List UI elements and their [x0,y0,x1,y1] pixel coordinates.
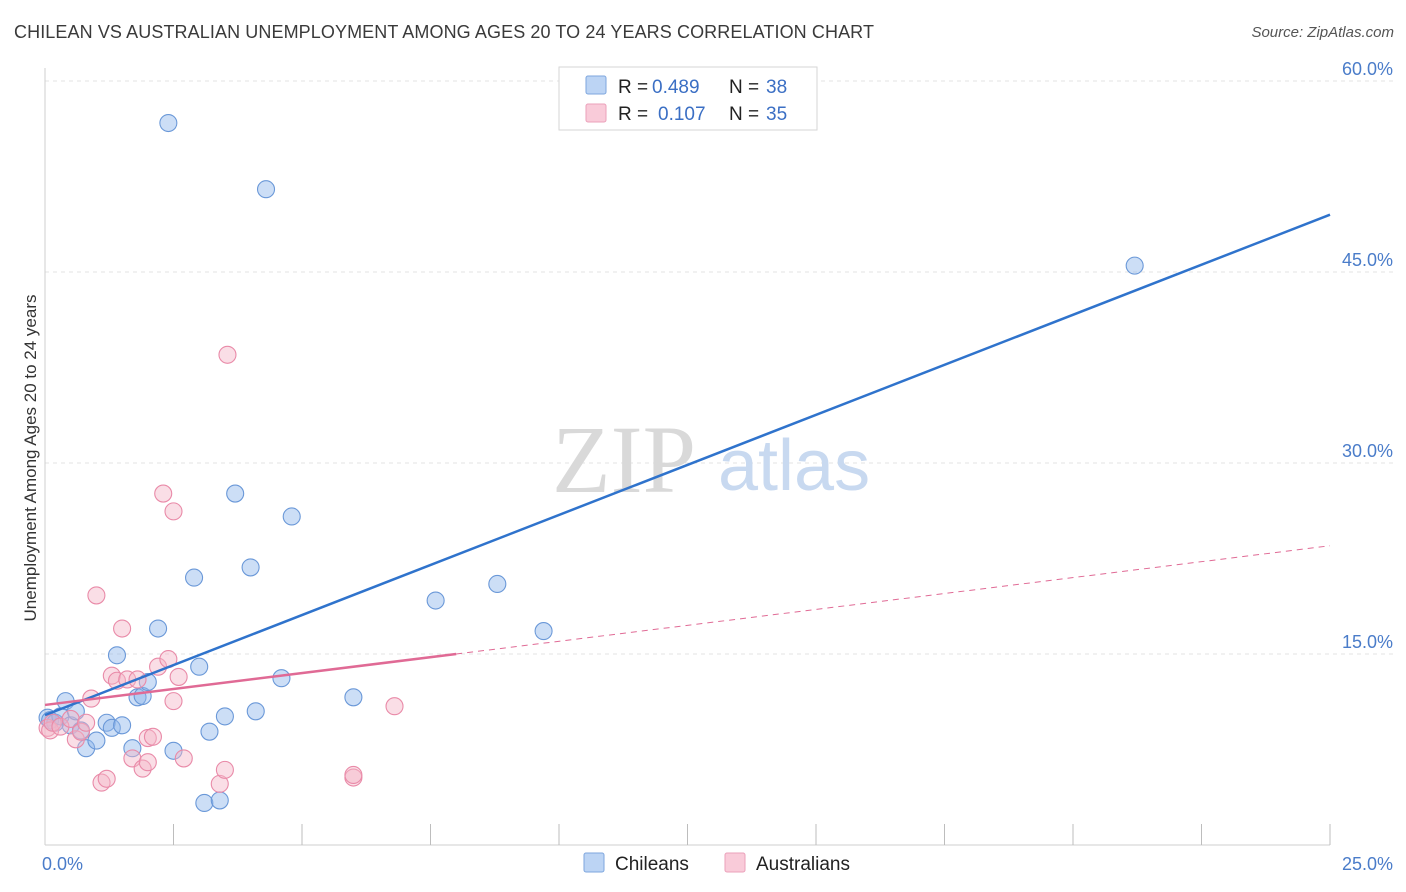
chilean-point-30 [256,180,276,199]
source-label: Source: ZipAtlas.com [1251,24,1394,41]
chilean-point-29 [246,702,265,721]
legend-swatch-chileans [585,75,607,95]
australian-point-0 [38,718,57,737]
y-tick-label-0: 15.0% [1342,632,1393,652]
y-tick-label-1: 30.0% [1342,441,1393,461]
chilean-point-22 [195,793,214,813]
legend-r-label-1: R = [618,77,648,98]
chilean-point-18 [149,619,168,638]
chilean-point-26 [215,707,234,726]
chilean-point-33 [344,688,363,707]
x-tick-label-0: 0.0% [42,854,83,874]
series-legend-swatch-australians [724,852,746,873]
legend-swatch-australians [585,103,607,123]
australian-point-9 [87,586,106,605]
chilean-point-20 [164,741,183,760]
chilean-point-23 [190,657,209,676]
legend-n-value-2: 35 [766,104,787,125]
australian-point-6 [71,722,91,741]
legend-r-label-2: R = [618,104,648,125]
chilean-point-21 [185,568,204,587]
chilean-point-28 [241,558,260,577]
chilean-point-36 [534,622,553,641]
chilean-point-12 [113,716,132,735]
chilean-trend-line [44,213,1331,717]
chilean-point-11 [102,718,121,737]
australian-point-7 [77,713,96,732]
watermark-atlas: atlas [718,426,870,506]
australian-point-27 [169,667,188,686]
chilean-point-8 [77,739,96,758]
data-points [38,113,1144,813]
australian-point-34 [385,697,404,716]
australian-trend-extension [456,545,1331,655]
australian-point-25 [164,502,183,521]
australian-point-23 [154,484,173,503]
chilean-point-27 [226,484,245,503]
chilean-point-10 [97,713,116,732]
chilean-point-37 [1125,256,1144,275]
australian-point-14 [113,619,132,638]
legend-n-label-2: N = [729,104,759,125]
legend-n-value-1: 38 [766,77,787,98]
chilean-point-34 [426,591,445,610]
y-axis-label: Unemployment Among Ages 20 to 24 years [21,295,40,622]
australian-point-33 [344,765,363,785]
australian-point-21 [143,727,162,746]
chilean-point-31 [272,669,291,688]
series-legend-swatch-chileans [583,852,605,873]
legend: R = 0.489 N = 38 R = 0.107 N = 35 [558,66,818,131]
australian-point-26 [164,692,183,711]
australian-point-28 [174,749,193,768]
y-tick-label-3: 60.0% [1342,59,1393,79]
series-legend: Chileans Australians [583,852,850,875]
australian-trend-line [44,652,457,707]
australian-point-12 [102,666,121,685]
legend-r-value-2: 0.107 [658,104,706,125]
chart-title: CHILEAN VS AUSTRALIAN UNEMPLOYMENT AMONG… [14,22,875,42]
australian-point-11 [97,769,116,788]
x-tick-label-1: 25.0% [1342,854,1393,874]
australian-point-4 [61,709,80,728]
australian-point-20 [138,753,157,772]
chilean-point-35 [488,574,507,594]
legend-r-value-1: 0.489 [652,77,700,98]
y-tick-label-2: 45.0% [1342,250,1393,270]
chilean-point-19 [159,113,178,133]
series-legend-australians: Australians [756,854,850,875]
watermark: ZIP atlas [552,406,870,513]
chilean-point-25 [210,791,229,810]
chilean-point-13 [107,646,127,665]
australian-point-3 [51,717,70,736]
watermark-zip: ZIP [552,406,696,513]
axes: 15.0% 30.0% 45.0% 60.0% 0.0% 25.0% [42,59,1393,874]
chilean-point-32 [282,507,301,526]
chilean-point-14 [123,739,142,758]
legend-n-label-1: N = [729,77,759,98]
australian-point-30 [215,760,234,779]
australian-point-29 [210,774,229,793]
series-legend-chileans: Chileans [615,854,689,875]
australian-point-31 [218,345,237,364]
chilean-point-9 [87,731,106,750]
trend-lines [44,213,1331,717]
chilean-point-24 [200,722,219,741]
